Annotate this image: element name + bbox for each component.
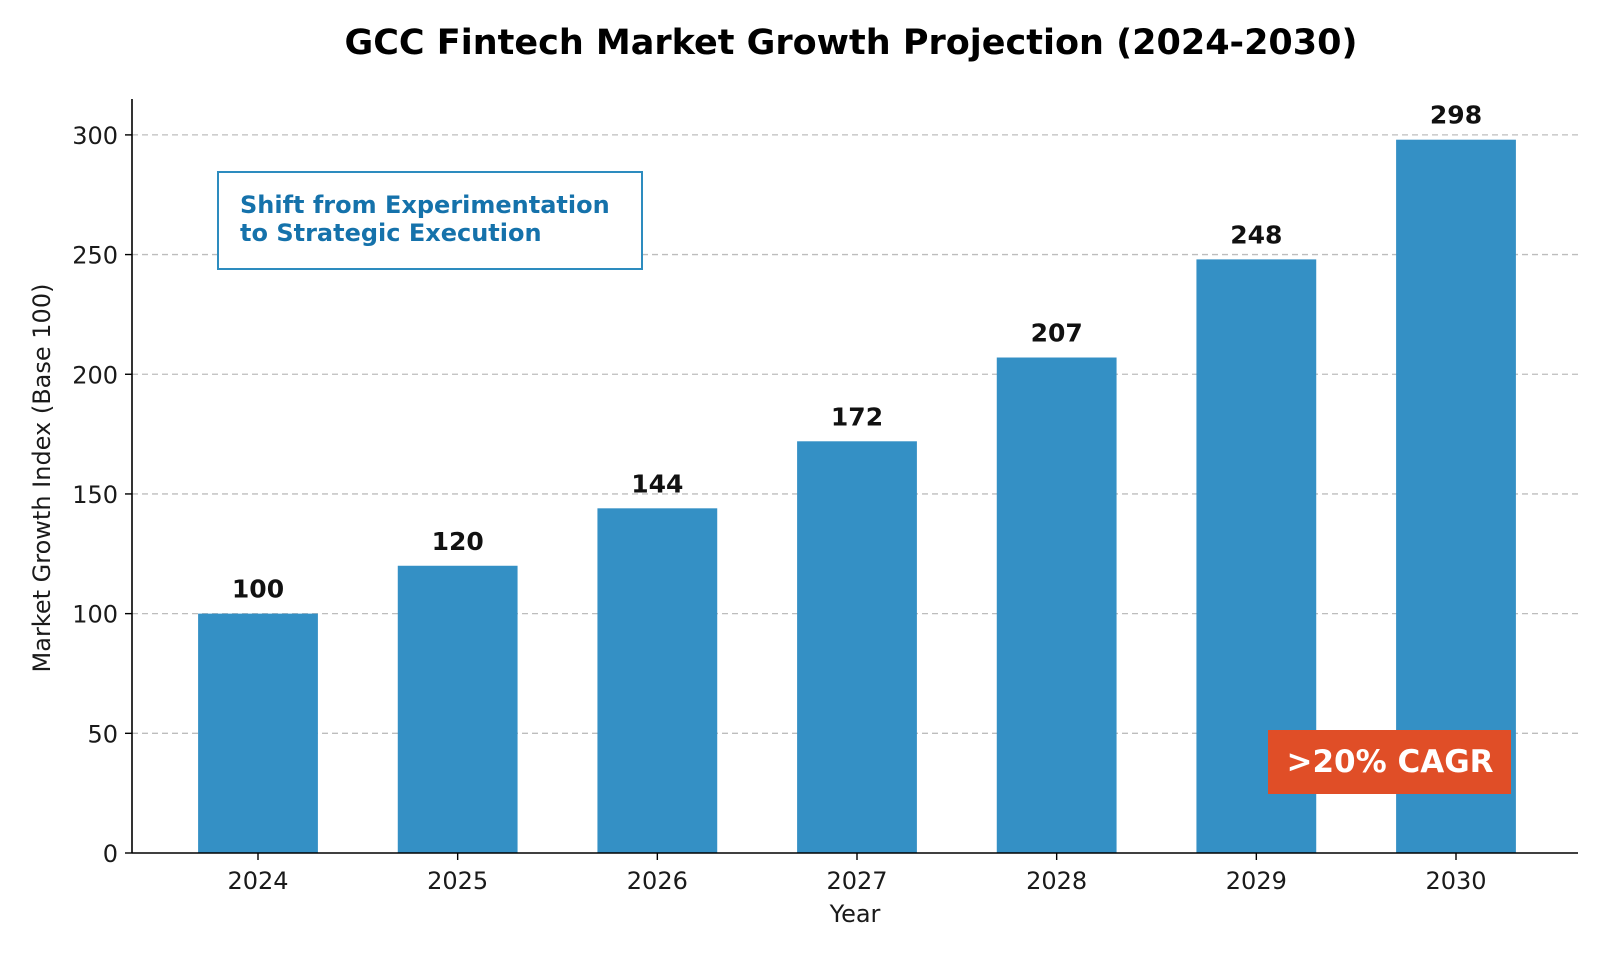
x-tick-label: 2027 (826, 867, 887, 895)
axes (131, 99, 1578, 854)
x-ticks: 2024 2025 2026 2027 2028 2029 2030 (227, 853, 1487, 895)
data-labels: 100 120 144 172 207 248 298 (232, 101, 1482, 604)
x-tick-label: 2030 (1425, 867, 1486, 895)
y-axis-label: Market Growth Index (Base 100) (28, 284, 56, 673)
x-tick-label: 2026 (627, 867, 688, 895)
callout-line-2: to Strategic Execution (240, 219, 542, 247)
x-tick-label: 2029 (1226, 867, 1287, 895)
y-tick-label: 150 (72, 481, 118, 509)
bar (198, 613, 318, 853)
bar (397, 565, 518, 853)
x-tick-label: 2025 (427, 867, 488, 895)
bar-value-label: 172 (831, 402, 883, 431)
y-tick-label: 0 (103, 840, 118, 868)
callout-annotation: Shift from Experimentation to Strategic … (217, 171, 643, 270)
y-tick-label: 250 (72, 242, 118, 270)
bar (597, 508, 718, 853)
bar-value-label: 248 (1230, 220, 1282, 249)
bars (198, 139, 1516, 853)
bar-value-label: 120 (432, 527, 484, 556)
y-tick-label: 300 (72, 122, 118, 150)
x-axis-label: Year (829, 900, 881, 928)
y-tick-label: 100 (72, 601, 118, 629)
bar (797, 441, 917, 853)
cagr-badge-text: >20% CAGR (1286, 744, 1493, 780)
bar-value-label: 298 (1430, 101, 1482, 130)
x-tick-label: 2028 (1026, 867, 1087, 895)
bar-value-label: 144 (631, 469, 683, 498)
y-ticks: 0 50 100 150 200 250 300 (72, 122, 132, 868)
cagr-badge: >20% CAGR (1268, 730, 1511, 794)
cagr-badge-box (1268, 730, 1511, 794)
y-tick-label: 50 (87, 720, 118, 748)
y-tick-label: 200 (72, 361, 118, 389)
bar (996, 357, 1117, 853)
chart-title: GCC Fintech Market Growth Projection (20… (345, 23, 1358, 63)
bar-value-label: 100 (232, 575, 284, 604)
bar-value-label: 207 (1031, 319, 1083, 348)
x-tick-label: 2024 (227, 867, 288, 895)
callout-box (217, 171, 643, 270)
callout-line-1: Shift from Experimentation (240, 191, 610, 219)
